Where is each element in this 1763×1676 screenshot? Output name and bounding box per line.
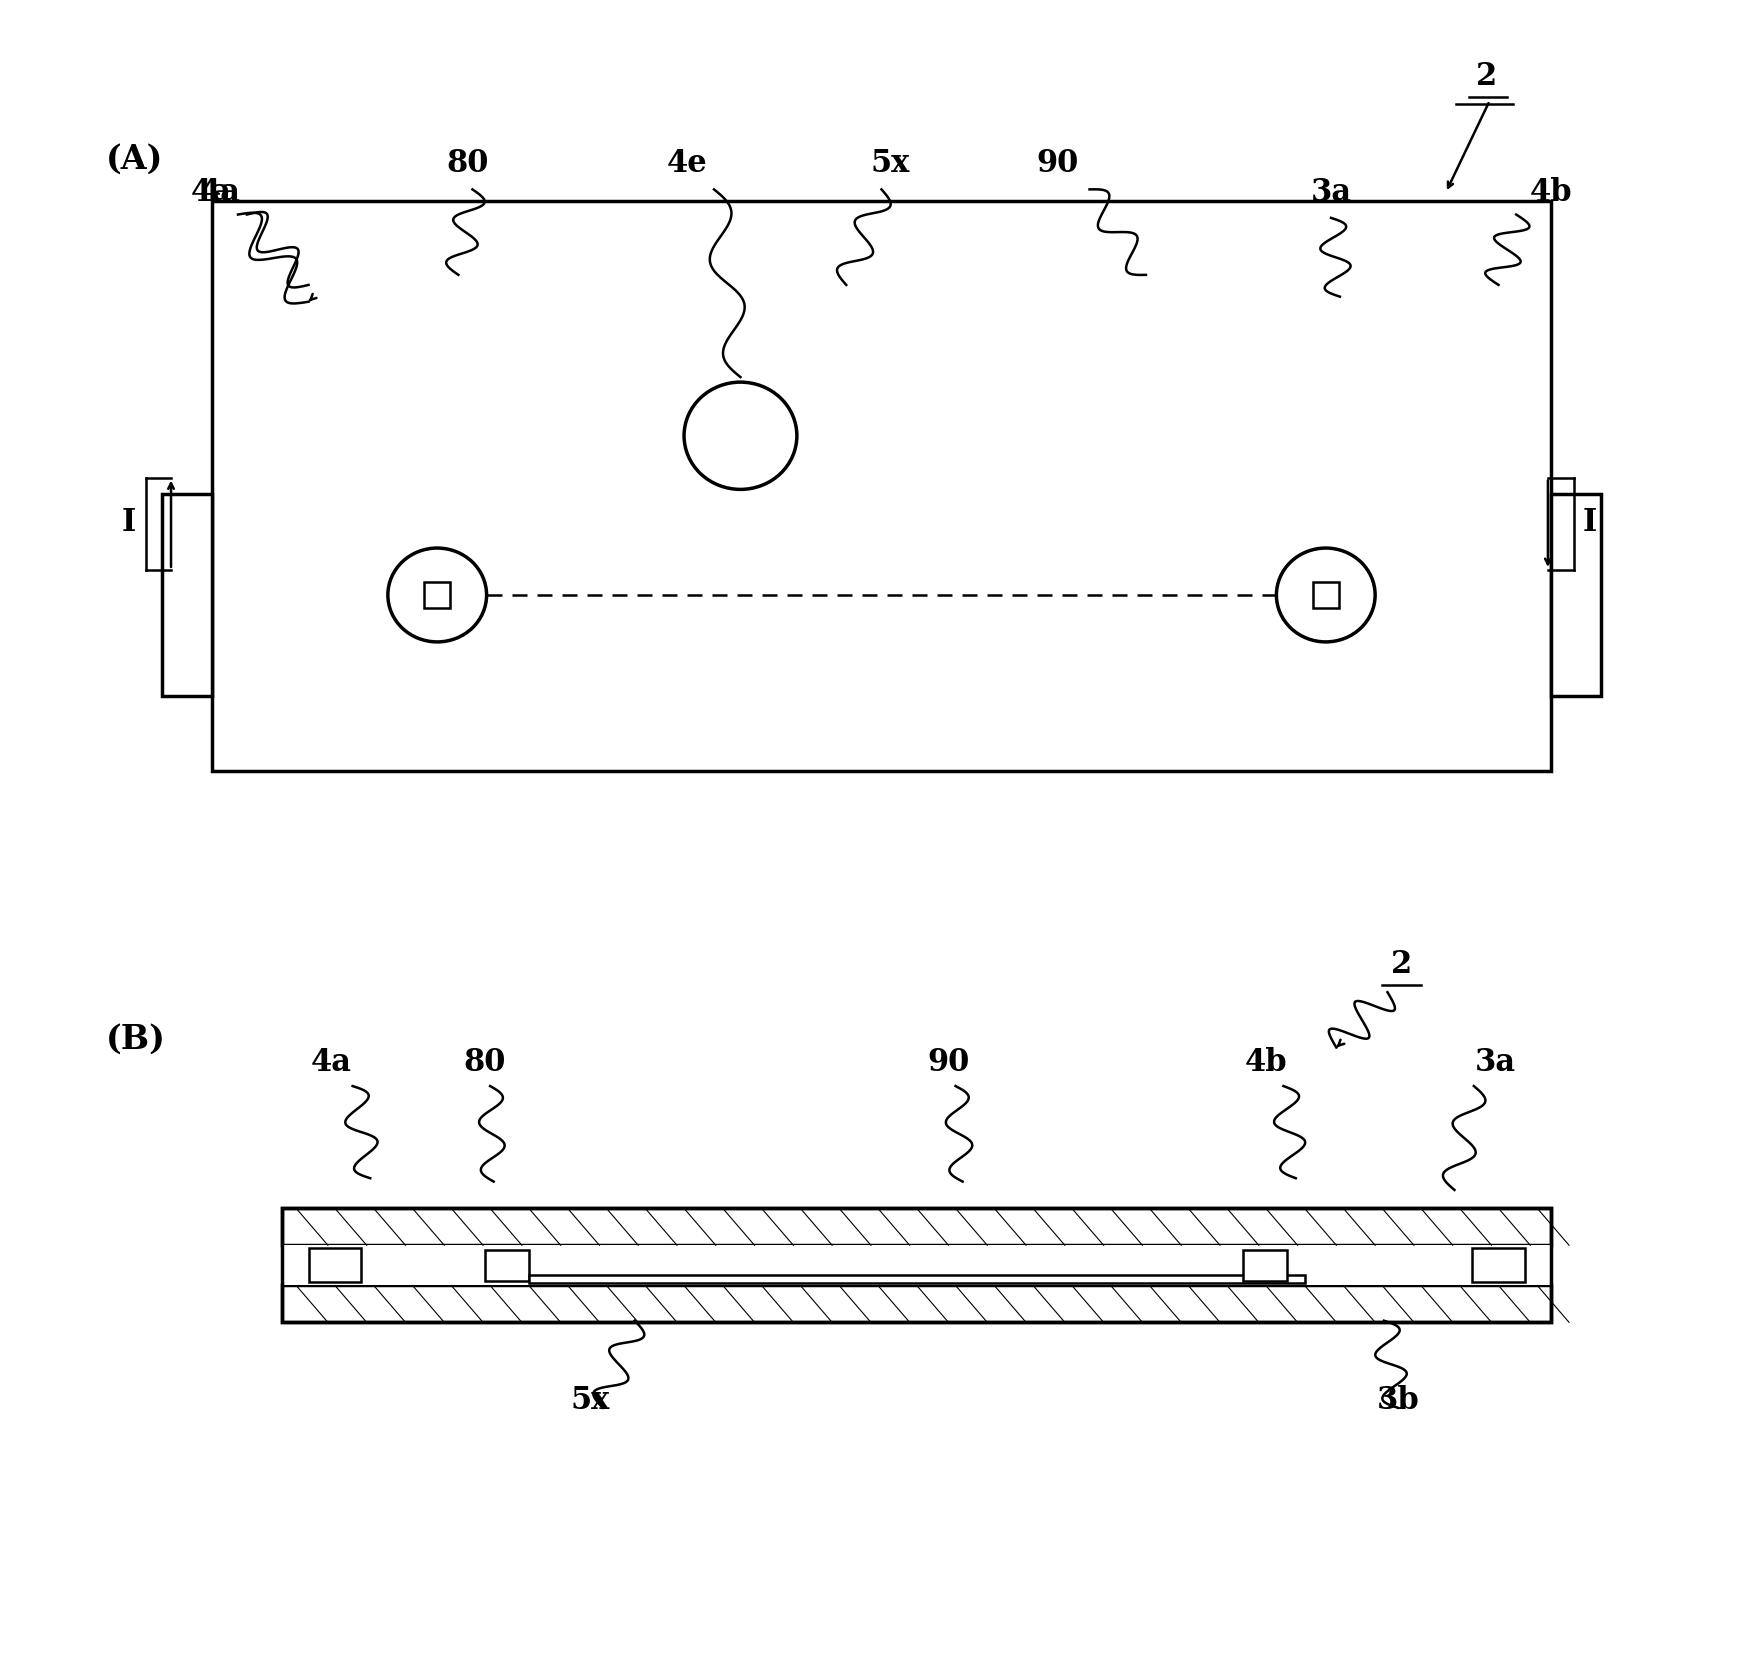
Text: 4a: 4a: [310, 1048, 353, 1078]
Bar: [423, 582, 450, 607]
Text: 2: 2: [1476, 62, 1497, 92]
Bar: [282, 1285, 1551, 1322]
Text: 4b: 4b: [1245, 1048, 1287, 1078]
Circle shape: [1276, 548, 1375, 642]
Text: 3b: 3b: [1377, 1386, 1419, 1416]
Circle shape: [388, 548, 487, 642]
Bar: [212, 201, 1551, 771]
Text: 4e: 4e: [666, 149, 709, 179]
Text: 90: 90: [1037, 149, 1079, 179]
Text: 5x: 5x: [871, 149, 910, 179]
Bar: [282, 1245, 1551, 1285]
Bar: [1243, 1250, 1287, 1280]
Text: 5x: 5x: [571, 1386, 610, 1416]
Circle shape: [684, 382, 797, 489]
Text: I: I: [122, 508, 136, 538]
Bar: [282, 1208, 1551, 1245]
Bar: [162, 494, 212, 696]
Text: 4b: 4b: [1530, 178, 1573, 208]
Bar: [485, 1250, 529, 1280]
Text: 80: 80: [446, 149, 488, 179]
Bar: [1312, 582, 1340, 607]
Text: 4a: 4a: [199, 178, 242, 208]
Bar: [1551, 494, 1601, 696]
Bar: [282, 1208, 1551, 1322]
Text: I: I: [1583, 508, 1597, 538]
Text: 4a: 4a: [190, 178, 233, 208]
Bar: [529, 1275, 1305, 1284]
Bar: [1472, 1249, 1525, 1282]
Text: 2: 2: [1391, 950, 1412, 980]
Text: 80: 80: [464, 1048, 506, 1078]
Text: (B): (B): [106, 1022, 166, 1056]
Text: 3a: 3a: [1474, 1048, 1516, 1078]
Text: (A): (A): [106, 142, 164, 176]
Text: 3a: 3a: [1310, 178, 1352, 208]
Bar: [309, 1249, 361, 1282]
Text: 90: 90: [927, 1048, 970, 1078]
